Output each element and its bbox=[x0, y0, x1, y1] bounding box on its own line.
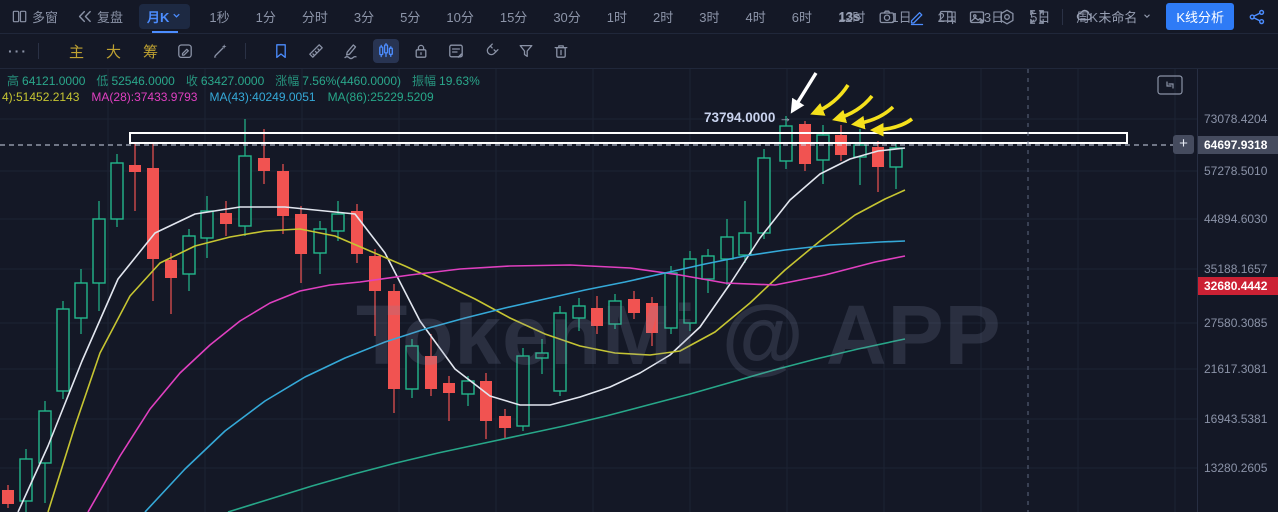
tools-toolbar: ··· 主 大 筹 bbox=[0, 34, 1278, 69]
timeframe-item[interactable]: 6时 bbox=[791, 10, 812, 25]
ohlc-item: 涨幅 7.56%(4460.0000) bbox=[275, 74, 402, 88]
restore-pane-icon[interactable] bbox=[1157, 75, 1183, 95]
timeframe-item[interactable]: 2时 bbox=[653, 10, 674, 25]
cloud-icon bbox=[1075, 6, 1093, 27]
timeframe-item[interactable]: 12时 bbox=[837, 10, 866, 25]
toolbar-divider bbox=[38, 43, 39, 59]
timeframe-item[interactable]: 1分 bbox=[255, 10, 276, 25]
active-period-underline bbox=[152, 31, 178, 33]
timeframe-item[interactable]: 1秒 bbox=[209, 10, 230, 25]
ma-item: MA(86):25229.5209 bbox=[327, 90, 434, 104]
axis-price-label: 13280.2605 bbox=[1204, 461, 1268, 475]
timeframe-item[interactable]: 30分 bbox=[553, 10, 581, 25]
timeframe-item[interactable]: 3日 bbox=[983, 10, 1005, 25]
add-pane-icon[interactable] bbox=[934, 5, 960, 29]
template-edit-icon[interactable] bbox=[172, 39, 198, 63]
ma-item: 4):51452.2143 bbox=[2, 90, 80, 104]
chart-area: 73794.0000 → TokenMi @ APP 高 64121.0000 低 52… bbox=[0, 69, 1278, 512]
alert-price-badge: 32680.4442 bbox=[1198, 277, 1278, 295]
note-edit-icon[interactable] bbox=[443, 39, 469, 63]
timeframe-item[interactable]: 4时 bbox=[745, 10, 766, 25]
more-button[interactable]: ··· bbox=[8, 43, 28, 59]
kline-tool-icon[interactable] bbox=[373, 39, 400, 63]
snapshot-icon[interactable] bbox=[964, 5, 990, 29]
axis-price-label: 35188.1657 bbox=[1204, 262, 1268, 276]
ma-legend: 4):51452.2143 MA(28):37433.9793 MA(43):402… bbox=[2, 90, 434, 104]
layout-dropdown[interactable]: 未命名 bbox=[1075, 6, 1152, 27]
timeframe-item[interactable]: 5日 bbox=[1030, 10, 1051, 25]
timeframe-item[interactable]: 5分 bbox=[400, 10, 421, 25]
pen-wave-icon[interactable] bbox=[338, 39, 364, 63]
svg-text:73794.0000: 73794.0000 bbox=[704, 110, 775, 125]
timeframe-item[interactable]: 3时 bbox=[699, 10, 720, 25]
toolbar-divider bbox=[1062, 8, 1064, 25]
replay-icon bbox=[76, 8, 93, 25]
share-icon[interactable] bbox=[1244, 5, 1270, 29]
multi-window-label: 多窗 bbox=[32, 10, 59, 25]
lock-icon[interactable] bbox=[408, 39, 434, 63]
crosshair-price-badge: 64697.9318 bbox=[1198, 136, 1278, 154]
axis-price-label: 44894.6030 bbox=[1204, 212, 1268, 226]
timeframe-item[interactable]: 10分 bbox=[446, 10, 474, 25]
svg-text:→: → bbox=[779, 110, 792, 125]
timeframe-item[interactable]: 1日 bbox=[891, 10, 912, 25]
chevron-down-icon bbox=[1142, 9, 1152, 24]
favorite-indicators: 主大筹 bbox=[47, 41, 158, 62]
replay-label: 复盘 bbox=[97, 10, 124, 25]
ohlc-item: 高 64121.0000 bbox=[7, 74, 86, 88]
price-axis[interactable]: 73078.4204 57278.5010 44894.6030 35188.1657… bbox=[1197, 69, 1278, 512]
tool-group-2 bbox=[268, 39, 574, 63]
fullscreen-icon[interactable] bbox=[1024, 5, 1050, 29]
settings-nut-icon[interactable] bbox=[994, 5, 1020, 29]
ma-item: MA(43):40249.0051 bbox=[209, 90, 316, 104]
bookmark-icon[interactable] bbox=[268, 39, 294, 63]
magnet-icon[interactable] bbox=[478, 39, 504, 63]
ruler-icon[interactable] bbox=[303, 39, 329, 63]
kline-analysis-button[interactable]: K线分析 bbox=[1166, 3, 1234, 30]
timeframe-item[interactable]: 15分 bbox=[499, 10, 528, 25]
timeframe-item[interactable]: 周K bbox=[1076, 10, 1099, 25]
bar-countdown: 13s bbox=[838, 9, 861, 24]
toolbar-icon-group bbox=[874, 5, 1050, 29]
toolbar-left: 高级 多窗 复盘 月K 1秒1分分时3分5分10分15分30分1时2时3时4时6… bbox=[0, 4, 1098, 29]
axis-price-label: 21617.3081 bbox=[1204, 362, 1268, 376]
camera-icon[interactable] bbox=[874, 5, 900, 29]
replay-button[interactable]: 复盘 bbox=[76, 7, 123, 26]
axis-price-label: 73078.4204 bbox=[1204, 112, 1268, 126]
ohlc-item: 振幅 19.63% bbox=[412, 74, 480, 88]
multi-window-button[interactable]: 多窗 bbox=[11, 7, 58, 26]
layout-name-label: 未命名 bbox=[1098, 10, 1138, 25]
axis-price-label: 57278.5010 bbox=[1204, 164, 1268, 178]
tool-group-1 bbox=[172, 39, 233, 63]
timeframe-item[interactable]: 分时 bbox=[301, 10, 328, 25]
trash-icon[interactable] bbox=[548, 39, 574, 63]
favorite-indicator[interactable]: 大 bbox=[106, 43, 122, 61]
timeframe-item[interactable]: 1时 bbox=[606, 10, 628, 25]
ohlc-item: 收 63427.0000 bbox=[185, 74, 265, 88]
toolbar-divider bbox=[245, 43, 247, 59]
ohlc-item: 低 52546.0000 bbox=[96, 74, 175, 88]
top-toolbar: 高级 多窗 复盘 月K 1秒1分分时3分5分10分15分30分1时2时3时4时6… bbox=[0, 0, 1278, 34]
active-period-label: 月K bbox=[147, 10, 170, 25]
timeframe-item[interactable]: 3分 bbox=[353, 10, 375, 25]
period-dropdown[interactable]: 月K bbox=[139, 4, 191, 29]
toolbar-right: 13s 未命名 K线分析 bbox=[839, 3, 1278, 30]
axis-price-label: 16943.5381 bbox=[1204, 412, 1268, 426]
favorite-indicator[interactable]: 筹 bbox=[143, 43, 159, 61]
crosshair-plus-handle[interactable]: + bbox=[1173, 135, 1194, 154]
timeframe-list: 1秒 1分 分时 3分 5分 10分 15分 30分 1时 2时 3时 4时 6时 12时 1日 2日 3日 5日… bbox=[196, 7, 1111, 26]
filter-icon[interactable] bbox=[513, 39, 539, 63]
magic-cursor-icon[interactable] bbox=[207, 39, 233, 63]
multi-window-icon bbox=[11, 8, 28, 25]
chevron-down-icon bbox=[171, 9, 182, 24]
draw-icon[interactable] bbox=[904, 5, 930, 29]
ohlc-legend: 高 64121.0000 低 52546.0000 收 63427.0000 涨幅 7.56%… bbox=[7, 72, 480, 89]
candlestick-chart[interactable]: 73794.0000 → bbox=[0, 69, 1197, 512]
favorite-indicator[interactable]: 主 bbox=[69, 43, 85, 61]
ma-item: MA(28):37433.9793 bbox=[91, 90, 198, 104]
axis-price-label: 27580.3085 bbox=[1204, 316, 1268, 330]
